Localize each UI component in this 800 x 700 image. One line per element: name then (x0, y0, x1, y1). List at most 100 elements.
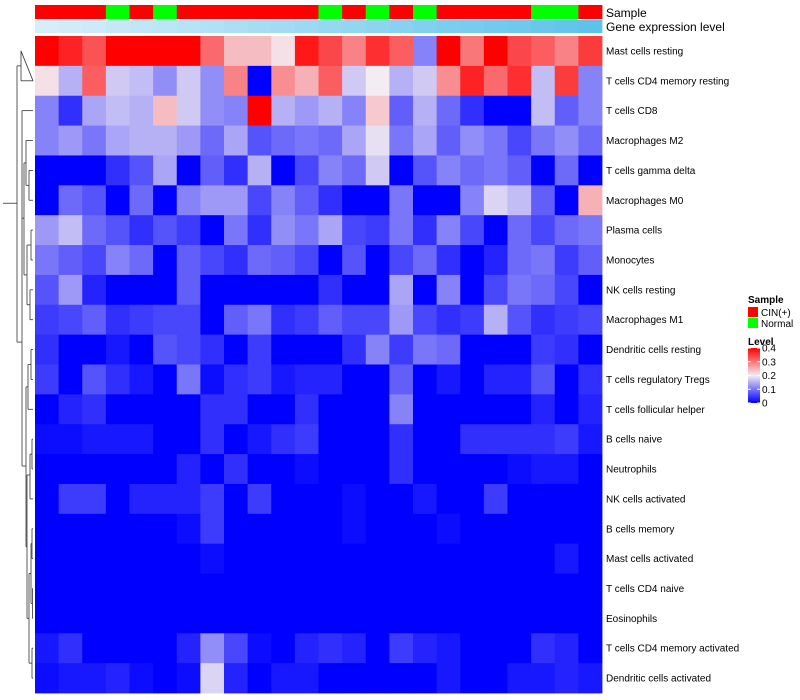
row-label: NK cells activated (606, 494, 685, 505)
heatmap-cell (365, 573, 390, 604)
heatmap-cell (507, 573, 532, 604)
heatmap-cell (413, 245, 438, 276)
sample-annotation-cell (294, 5, 319, 19)
heatmap-cell (342, 633, 367, 664)
heatmap-cell (531, 483, 556, 515)
heatmap-cell (531, 95, 556, 126)
heatmap-cell (389, 245, 414, 276)
heatmap-cell (365, 424, 390, 455)
heatmap-cell (224, 334, 249, 365)
heatmap-cell (294, 95, 319, 126)
heatmap-cell (224, 304, 249, 336)
heatmap-cell (129, 95, 154, 126)
heatmap-cell (365, 454, 390, 485)
heatmap-cell (578, 274, 603, 306)
heatmap-cell (460, 454, 485, 485)
heatmap-cell (483, 543, 508, 574)
heatmap-cell (224, 125, 249, 156)
expression-annotation-cell (224, 20, 249, 33)
heatmap-cell (342, 483, 367, 515)
heatmap-cell (176, 543, 201, 574)
heatmap-cell (436, 573, 461, 604)
heatmap-cell (460, 65, 485, 97)
heatmap-cell (271, 424, 296, 455)
heatmap-cell (507, 95, 532, 126)
heatmap-cell (82, 483, 107, 515)
heatmap-cell (342, 95, 367, 126)
expression-annotation-cell (483, 20, 508, 33)
heatmap-cell (342, 215, 367, 246)
heatmap-cell (436, 483, 461, 515)
row-label: B cells memory (606, 524, 674, 535)
heatmap-cell (436, 364, 461, 395)
heatmap-cell (342, 424, 367, 455)
heatmap-cell (436, 185, 461, 216)
heatmap-cell (531, 215, 556, 246)
heatmap-cell (578, 573, 603, 604)
heatmap-cell (483, 603, 508, 634)
heatmap-cell (436, 304, 461, 336)
heatmap-cell (483, 663, 508, 694)
heatmap-cell (105, 274, 130, 306)
heatmap-cell (342, 65, 367, 97)
heatmap-cell (200, 483, 225, 515)
heatmap-cell (224, 155, 249, 186)
heatmap-cell (436, 543, 461, 574)
heatmap-cell (58, 513, 83, 545)
heatmap-cell (318, 304, 343, 336)
heatmap-cell (105, 633, 130, 664)
heatmap-cell (176, 245, 201, 276)
sample-annotation-cell (224, 5, 249, 19)
heatmap-cell (365, 215, 390, 246)
heatmap-cell (58, 95, 83, 126)
expression-annotation-cell (342, 20, 367, 33)
heatmap-cell (578, 155, 603, 186)
heatmap-cell (460, 424, 485, 455)
sample-annotation-cell (153, 5, 178, 19)
heatmap-cell (247, 36, 272, 67)
heatmap-cell (105, 36, 130, 67)
heatmap-cell (318, 424, 343, 455)
heatmap-cell (271, 573, 296, 604)
heatmap-cell (247, 95, 272, 126)
heatmap-cell (294, 573, 319, 604)
level-tick-label: 0.4 (762, 344, 776, 355)
heatmap-cell (507, 274, 532, 306)
heatmap-cell (176, 65, 201, 97)
heatmap-cell (200, 543, 225, 574)
heatmap-cell (554, 245, 579, 276)
heatmap-cell (531, 185, 556, 216)
heatmap-cell (35, 603, 60, 634)
heatmap-cell (531, 334, 556, 365)
heatmap-cell (129, 364, 154, 395)
heatmap-cell (318, 36, 343, 67)
heatmap-cell (342, 334, 367, 365)
heatmap-cell (82, 304, 107, 336)
heatmap-cell (82, 603, 107, 634)
heatmap-cell (58, 215, 83, 246)
heatmap-cell (58, 125, 83, 156)
heatmap-cell (531, 633, 556, 664)
heatmap-cell (294, 245, 319, 276)
heatmap-cell (342, 663, 367, 694)
heatmap-cell (342, 245, 367, 276)
heatmap-cell (200, 334, 225, 365)
heatmap-cell (58, 603, 83, 634)
heatmap-cell (365, 513, 390, 545)
heatmap-cell (531, 125, 556, 156)
heatmap-cell (507, 663, 532, 694)
heatmap-cell (389, 334, 414, 365)
heatmap-cell (105, 543, 130, 574)
heatmap-cell (247, 663, 272, 694)
heatmap-cell (483, 245, 508, 276)
row-dendrogram (3, 50, 34, 679)
heatmap-cell (35, 543, 60, 574)
heatmap-cell (389, 394, 414, 425)
sample-annotation-cell (176, 5, 201, 19)
heatmap-cell (389, 454, 414, 485)
heatmap-cell (58, 454, 83, 485)
heatmap-cell (578, 364, 603, 395)
heatmap-cell (58, 274, 83, 306)
heatmap-cell (294, 215, 319, 246)
heatmap-cell (176, 573, 201, 604)
